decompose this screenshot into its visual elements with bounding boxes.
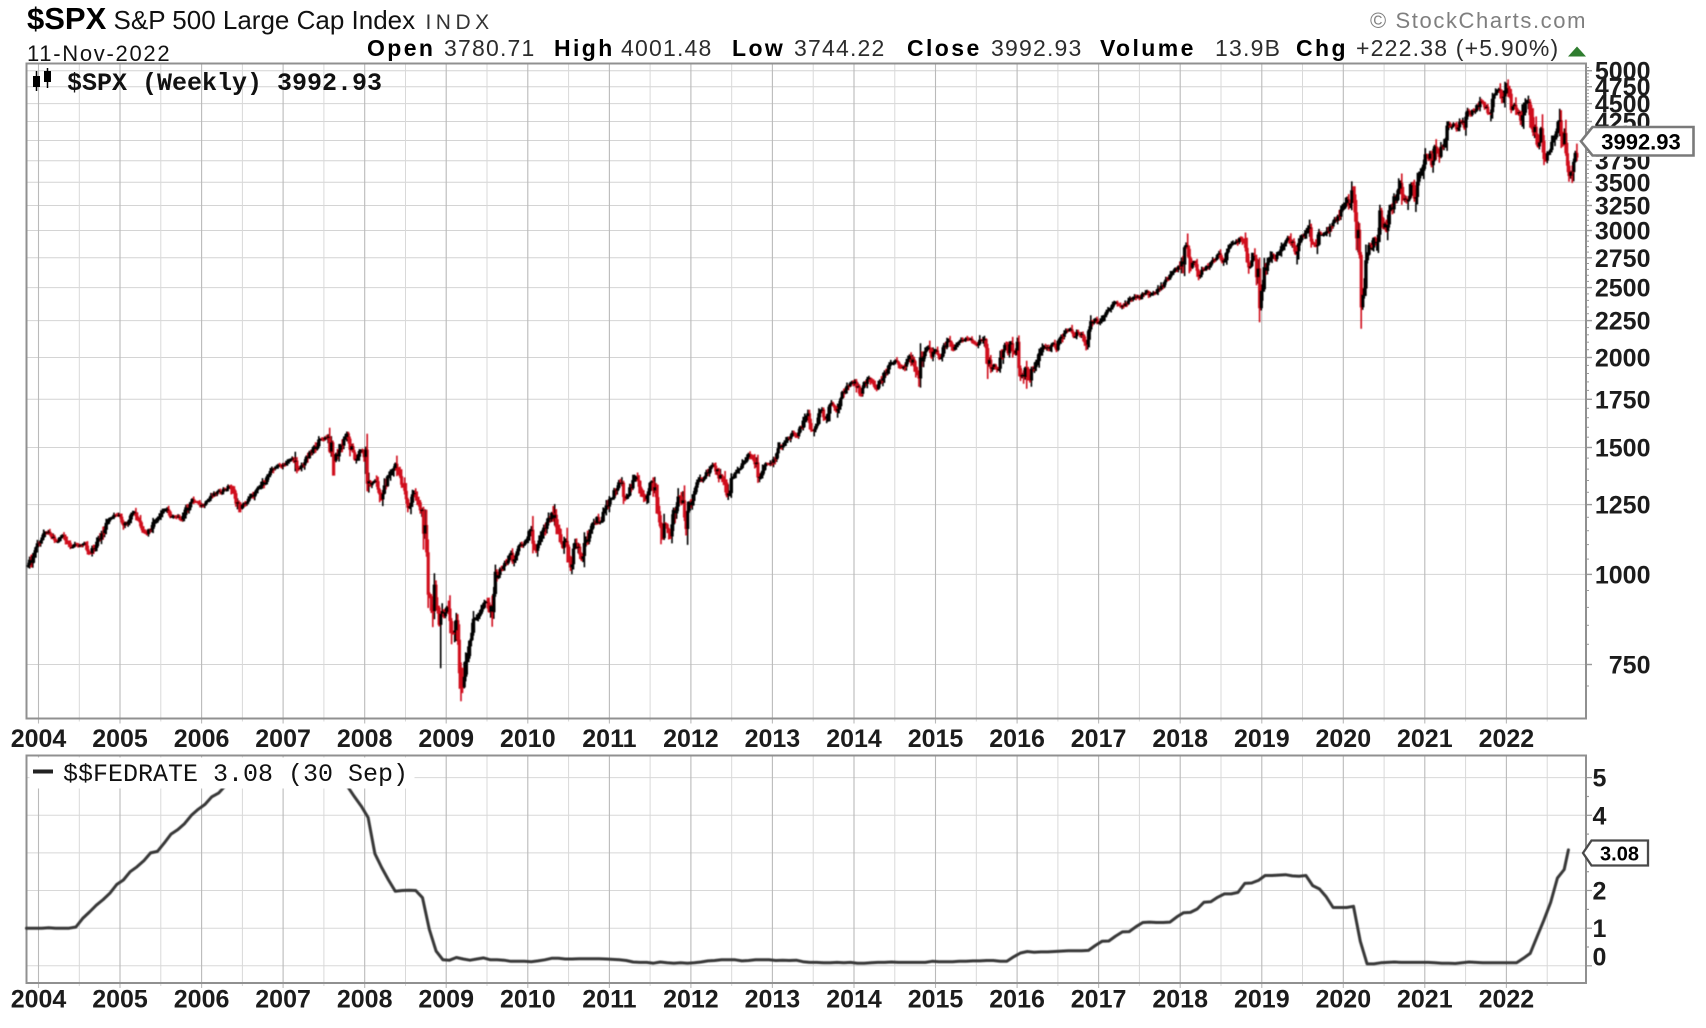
svg-text:4: 4 [1593, 802, 1607, 830]
svg-text:4750: 4750 [1595, 74, 1651, 102]
svg-text:2: 2 [1593, 878, 1607, 906]
svg-text:2004: 2004 [11, 725, 67, 753]
svg-text:2500: 2500 [1595, 275, 1651, 303]
svg-text:2018: 2018 [1152, 986, 1208, 1014]
svg-text:2009: 2009 [418, 986, 474, 1014]
svg-text:2015: 2015 [908, 725, 964, 753]
svg-text:2011: 2011 [582, 725, 636, 753]
svg-text:2021: 2021 [1397, 725, 1453, 753]
svg-text:2011: 2011 [582, 986, 636, 1014]
svg-text:2022: 2022 [1479, 986, 1535, 1014]
svg-text:5000: 5000 [1595, 58, 1651, 86]
svg-text:2017: 2017 [1071, 986, 1127, 1014]
svg-text:2007: 2007 [255, 725, 311, 753]
svg-text:2006: 2006 [174, 986, 230, 1014]
svg-text:2012: 2012 [663, 725, 719, 753]
svg-text:4500: 4500 [1595, 91, 1651, 119]
svg-text:3500: 3500 [1595, 169, 1651, 197]
svg-text:2013: 2013 [745, 986, 801, 1014]
svg-text:2016: 2016 [989, 725, 1045, 753]
svg-text:2012: 2012 [663, 986, 719, 1014]
svg-text:0: 0 [1593, 943, 1607, 971]
svg-text:1000: 1000 [1595, 561, 1651, 589]
svg-text:2015: 2015 [908, 986, 964, 1014]
svg-text:1750: 1750 [1595, 386, 1651, 414]
svg-text:2013: 2013 [745, 725, 801, 753]
svg-text:2006: 2006 [174, 725, 230, 753]
svg-text:1: 1 [1593, 915, 1607, 943]
svg-text:5: 5 [1593, 765, 1607, 793]
svg-text:2018: 2018 [1152, 725, 1208, 753]
svg-text:2010: 2010 [500, 986, 556, 1014]
svg-text:2007: 2007 [255, 986, 311, 1014]
svg-text:1250: 1250 [1595, 492, 1651, 520]
svg-text:2020: 2020 [1315, 725, 1371, 753]
svg-text:2014: 2014 [826, 986, 882, 1014]
svg-text:2020: 2020 [1315, 986, 1371, 1014]
svg-text:2250: 2250 [1595, 308, 1651, 336]
svg-text:3250: 3250 [1595, 193, 1651, 221]
svg-text:3.08: 3.08 [1600, 844, 1639, 866]
svg-text:3000: 3000 [1595, 218, 1651, 246]
svg-text:2008: 2008 [337, 986, 393, 1014]
svg-text:2019: 2019 [1234, 986, 1290, 1014]
svg-text:2005: 2005 [92, 986, 148, 1014]
svg-text:2021: 2021 [1397, 986, 1453, 1014]
svg-text:2019: 2019 [1234, 725, 1290, 753]
svg-text:1500: 1500 [1595, 435, 1651, 463]
svg-text:2016: 2016 [989, 986, 1045, 1014]
svg-text:2022: 2022 [1479, 725, 1535, 753]
svg-text:2750: 2750 [1595, 245, 1651, 273]
svg-text:$$FEDRATE 3.08 (30 Sep): $$FEDRATE 3.08 (30 Sep) [63, 760, 408, 789]
svg-text:2000: 2000 [1595, 345, 1651, 373]
svg-text:2010: 2010 [500, 725, 556, 753]
svg-text:750: 750 [1609, 652, 1651, 680]
svg-text:2004: 2004 [11, 986, 67, 1014]
svg-text:2017: 2017 [1071, 725, 1127, 753]
svg-text:2008: 2008 [337, 725, 393, 753]
svg-text:2014: 2014 [826, 725, 882, 753]
svg-text:2005: 2005 [92, 725, 148, 753]
svg-text:2009: 2009 [418, 725, 474, 753]
svg-text:3992.93: 3992.93 [1601, 130, 1681, 155]
svg-text:$SPX (Weekly) 3992.93: $SPX (Weekly) 3992.93 [67, 69, 382, 98]
